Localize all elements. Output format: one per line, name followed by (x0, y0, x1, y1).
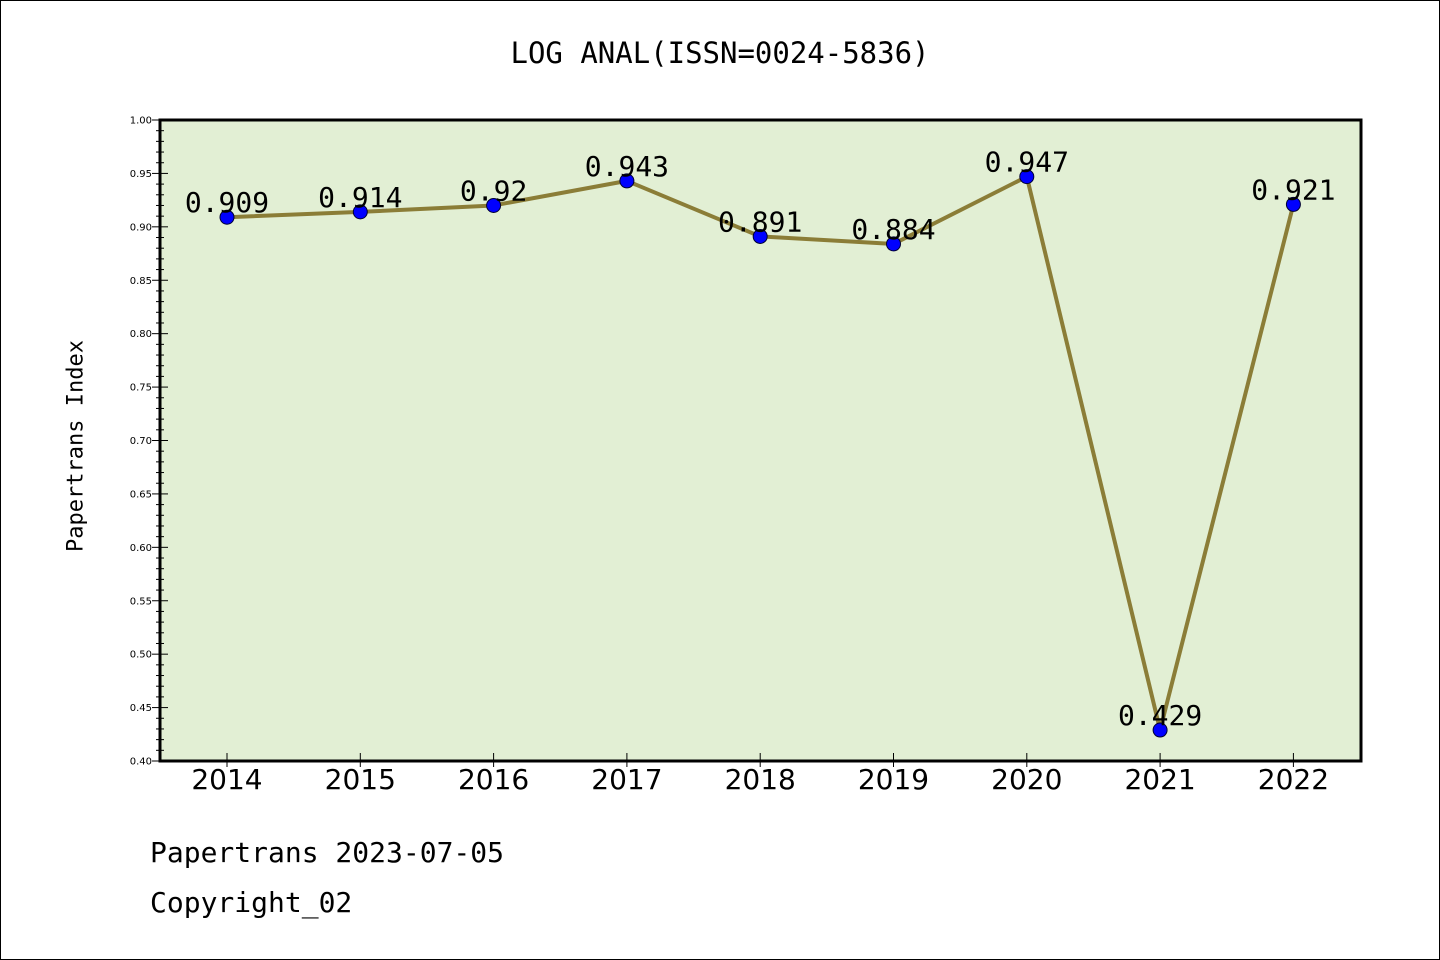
data-point (1285, 196, 1301, 212)
data-point (486, 197, 502, 213)
data-label: 0.909 (185, 186, 269, 219)
data-point (352, 204, 368, 220)
y-tick-label: 0.75 (130, 383, 152, 394)
data-point (619, 173, 635, 189)
y-tick-label: 0.80 (130, 329, 152, 340)
data-label: 0.891 (718, 205, 802, 238)
footer-date: Papertrans 2023-07-05 (150, 836, 505, 869)
x-tick-label: 2020 (991, 763, 1062, 796)
data-label: 0.921 (1251, 173, 1335, 206)
y-tick-label: 0.70 (130, 436, 152, 447)
x-tick-label: 2021 (1124, 763, 1195, 796)
x-tick-label: 2017 (591, 763, 662, 796)
chart-title: LOG ANAL(ISSN=0024-5836) (510, 36, 930, 70)
data-label: 0.914 (318, 181, 402, 214)
x-tick-label: 2014 (191, 763, 262, 796)
footer-copyright: Copyright_02 (150, 886, 353, 919)
plot-frame (158, 118, 1363, 763)
y-tick-label: 0.45 (130, 703, 152, 714)
series-markers (219, 169, 1301, 738)
data-point (1152, 722, 1168, 738)
y-tick-label: 0.85 (130, 276, 152, 287)
data-label: 0.429 (1118, 699, 1202, 732)
data-point (219, 209, 235, 225)
y-tick-label: 0.60 (130, 543, 152, 554)
data-point (752, 228, 768, 244)
x-tick-label: 2019 (858, 763, 929, 796)
data-point (1019, 169, 1035, 185)
y-tick-label: 0.40 (130, 757, 152, 768)
y-tick-label: 0.50 (130, 650, 152, 661)
y-tick-label: 0.95 (130, 169, 152, 180)
y-axis-ticks: 0.40 0.45 0.50 0.55 0.60 0.65 0.70 0.75 0.80 0.85… (130, 116, 168, 768)
data-label: 0.943 (585, 150, 669, 183)
data-label: 0.947 (985, 146, 1069, 179)
y-tick-label: 0.55 (130, 596, 152, 607)
data-point (886, 236, 901, 252)
x-tick-label: 2015 (325, 763, 396, 796)
data-label: 0.884 (851, 213, 935, 246)
y-tick-label: 0.90 (130, 222, 152, 233)
data-labels: 0.909 0.914 0.92 0.943 0.891 0.884 0.947 0.429 0… (185, 146, 1336, 732)
x-tick-label: 2022 (1258, 763, 1329, 796)
plot-area (160, 120, 1361, 761)
x-tick-label: 2016 (458, 763, 529, 796)
y-tick-label: 1.00 (130, 116, 152, 127)
x-tick-label: 2018 (725, 763, 796, 796)
data-label: 0.92 (460, 174, 527, 207)
y-tick-label: 0.65 (130, 489, 152, 500)
